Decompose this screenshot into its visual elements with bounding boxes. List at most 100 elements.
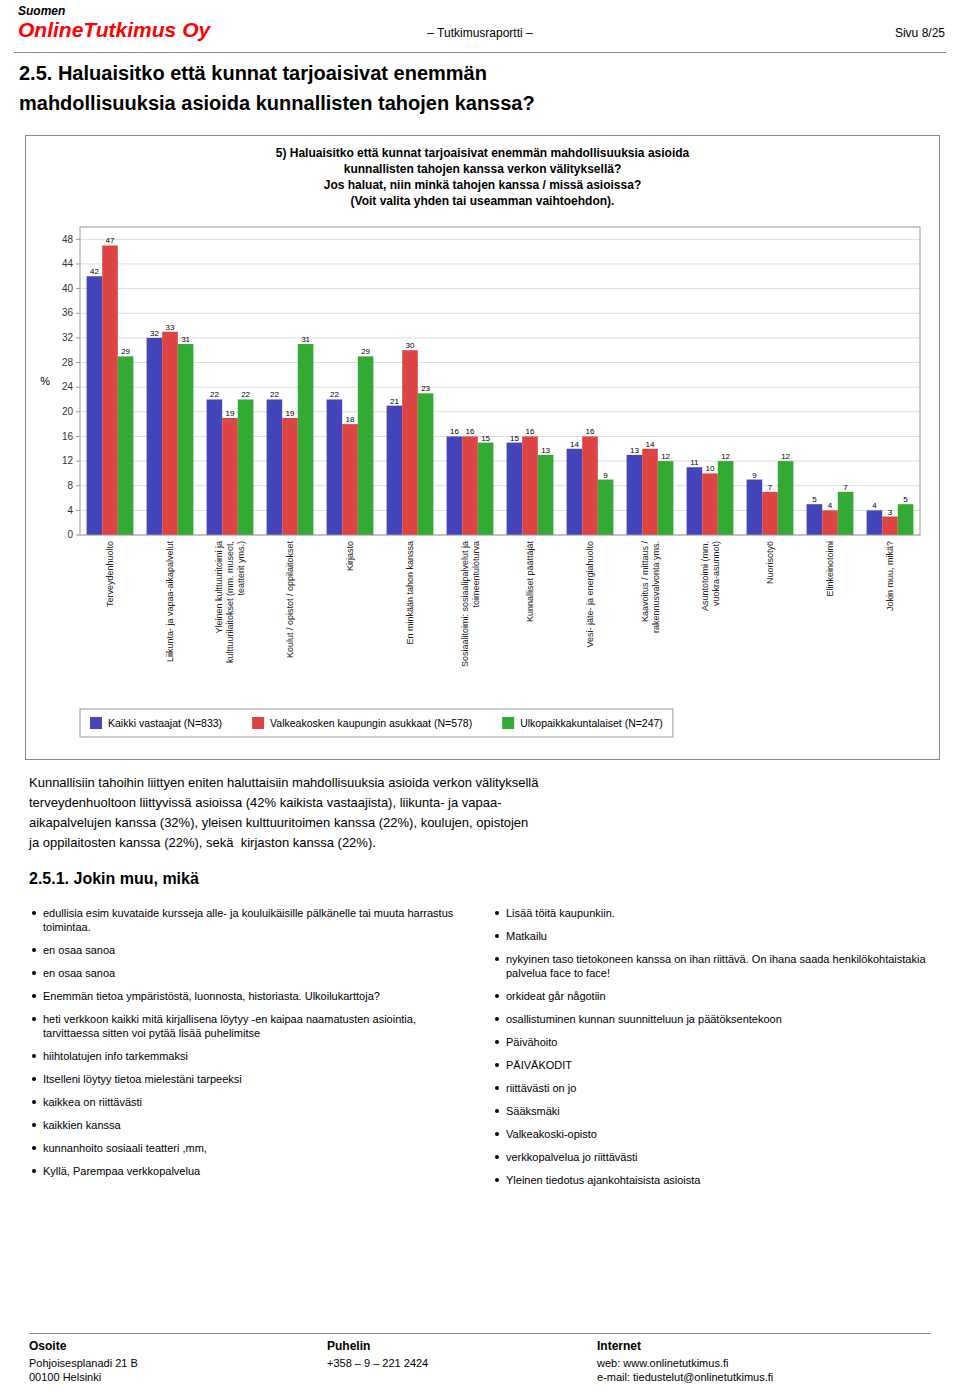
footer-rule [29,1333,931,1334]
legend-frame [80,709,673,737]
bar [478,443,494,535]
grid-line [80,436,920,437]
data-label: 14 [646,440,655,449]
bullet-text: nykyinen taso tietokoneen kanssa on ihan… [506,953,926,979]
x-tick-label: Yleinen kulttuuri­toimi ja [214,541,224,634]
grid-line [80,510,920,511]
header-report: – Tutkimusraportti – [0,26,960,40]
bullet-text: PÄIVÄKODIT [506,1059,572,1071]
body-text: Kunnallisiin tahoihin liittyen eniten ha… [29,775,538,790]
bullet-text: kunnanhoito sosiaali teatteri ,mm, [43,1142,207,1154]
x-tick-label: vuokra-asunnot) [711,541,721,606]
bullet-item: Valkeakoski-opisto [492,1127,928,1141]
section-heading: 2.5.1. Jokin muu, mikä [29,870,199,888]
data-label: 22 [241,390,250,399]
bullet-text: verkkopalvelua jo riittävästi [506,1151,637,1163]
x-tick-label: Vesi- jäte- ja energiahuolto [585,541,595,648]
bullet-text: Yleinen tiedotus ajankohtaisista asioist… [506,1174,700,1186]
bar [267,399,283,535]
chart-title: kunnallisten tahojen kanssa verkon välit… [344,162,621,176]
bar [402,350,418,535]
data-label: 16 [466,427,475,436]
x-tick-label: toimeentuloturva [471,541,481,608]
data-label: 13 [541,446,550,455]
bullet-text: kaikkea on riittävästi [43,1096,142,1108]
bullet-dot [495,1178,499,1182]
data-label: 23 [421,384,430,393]
footer-value: +358 – 9 – 221 2424 [327,1356,428,1370]
bullet-dot [495,1132,499,1136]
y-tick-label: 24 [62,381,74,392]
x-tick-label: Elinkeinotoimi [825,541,835,597]
grid-line [80,337,920,338]
bar [102,245,118,535]
bullet-dot [495,911,499,915]
bar [807,504,823,535]
bullet-dot [495,994,499,998]
bar [658,461,674,535]
bullet-text: Valkeakoski-opisto [506,1128,597,1140]
header-company: OnlineTutkimus Oy [18,18,210,42]
bullet-text: kaikkien kanssa [43,1119,121,1131]
bar [462,436,478,535]
bar [702,473,718,535]
y-tick-label: 44 [62,258,74,269]
bar [298,344,314,535]
bullet-dot [32,1054,36,1058]
bullet-dot [32,1169,36,1173]
y-tick-label: 16 [62,431,74,442]
y-tick-label: 12 [62,455,74,466]
data-label: 9 [752,471,757,480]
bullet-item: Päivähoito [492,1035,928,1049]
data-label: 5 [812,495,817,504]
bullet-item: Enemmän tietoa ympäristöstä, luonnosta, … [29,989,465,1003]
x-tick-label: Terveydenhuolto [105,541,115,607]
data-label: 15 [481,434,490,443]
header-rule [14,52,946,53]
bullet-item: kunnanhoito sosiaali teatteri ,mm, [29,1141,465,1155]
x-tick-label: teatterit yms.) [236,541,246,596]
y-tick [76,535,80,536]
bar [822,510,838,535]
x-tick-label: Koulut / opistot / oppilaitokset [285,541,295,659]
data-label: 12 [721,452,730,461]
data-label: 12 [661,452,670,461]
x-tick-label: rakennusvalvonta yms. [651,541,661,633]
bullet-item: Itselleni löytyy tietoa mielestäni tarpe… [29,1072,465,1086]
bullet-dot [32,1146,36,1150]
data-label: 15 [510,434,519,443]
body-text: aikapalvelujen kanssa (32%), yleisen kul… [29,815,528,830]
x-tick-label: En minkään tahon kanssa [405,541,415,645]
bullet-text: en osaa sanoa [43,967,115,979]
chart-box [26,136,940,760]
bar [567,449,583,535]
bullet-dot [495,1063,499,1067]
bullet-text: Matkailu [506,930,547,942]
bar [238,399,254,535]
bullet-dot [495,1155,499,1159]
data-label: 19 [226,409,235,418]
bar [838,492,854,535]
y-tick [76,461,80,462]
bullet-text: osallistuminen kunnan suunnitteluun ja p… [506,1013,782,1025]
bullet-dot [32,1100,36,1104]
data-label: 7 [843,483,848,492]
section-title: mahdollisuuksia asioida kunnallisten tah… [19,92,535,115]
bullet-dot [495,1017,499,1021]
body-text: terveydenhuoltoon liittyvissä asioissa (… [29,795,502,810]
bullet-item: Matkailu [492,929,928,943]
footer-label: Puhelin [327,1339,370,1353]
x-tick-label: kulttuurilaitokset (mm. museot, [225,541,235,663]
legend-swatch [90,717,102,729]
bullet-text: Enemmän tietoa ympäristöstä, luonnosta, … [43,990,380,1002]
bar [687,467,703,535]
chart-title: Jos haluat, niin minkä tahojen kanssa / … [324,178,641,192]
y-tick [76,263,80,264]
bar [87,276,103,535]
bullet-item: Sääksmäki [492,1104,928,1118]
section-title: 2.5. Haluaisitko että kunnat tarjoaisiva… [19,62,487,85]
data-label: 5 [903,495,908,504]
grid-line [80,288,920,289]
legend-swatch [502,717,514,729]
bullet-item: Lisää töitä kaupunkiin. [492,906,928,920]
